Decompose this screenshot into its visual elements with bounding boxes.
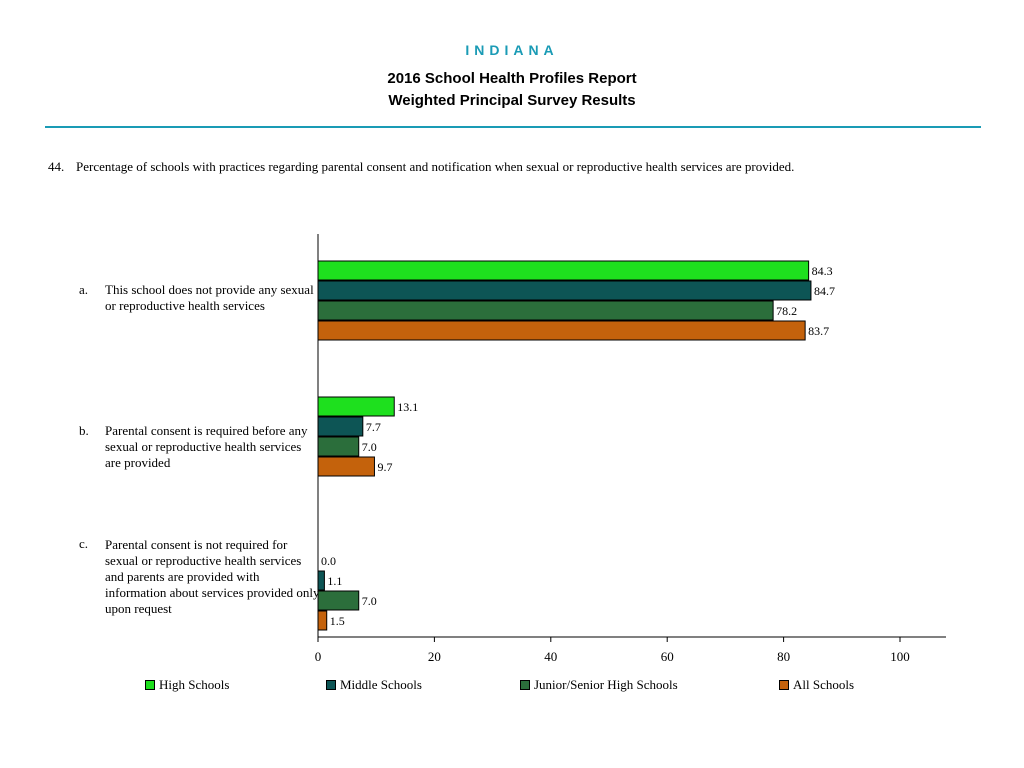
legend-label-junior-senior-high-schools: Junior/Senior High Schools (534, 677, 678, 692)
bar-value-label-0-1: 84.7 (814, 284, 835, 298)
header-divider (45, 126, 981, 128)
legend-item-high-schools: High Schools (145, 677, 229, 693)
category-letter-c: c. (79, 536, 89, 551)
question-body: Percentage of schools with practices reg… (76, 159, 795, 174)
legend-swatch-all-schools (779, 680, 789, 690)
bar-value-label-0-2: 78.2 (776, 304, 797, 318)
x-tick-label-1: 20 (428, 649, 441, 664)
legend-label-all-schools: All Schools (793, 677, 855, 692)
legend-item-all-schools: All Schools (779, 677, 854, 693)
bar-value-label-2-2: 7.0 (362, 594, 377, 608)
legend-item-middle-schools: Middle Schools (326, 677, 422, 693)
bar-0-2 (317, 300, 774, 321)
legend-item-junior-senior-high-schools: Junior/Senior High Schools (520, 677, 678, 693)
category-label-c: Parental consent is not required for sex… (105, 537, 320, 616)
legend-swatch-junior-senior-high-schools (520, 680, 530, 690)
bar-value-label-2-0: 0.0 (321, 554, 336, 568)
bar-value-label-1-2: 7.0 (362, 440, 377, 454)
bar-value-label-2-3: 1.5 (330, 614, 345, 628)
bar-1-0 (317, 396, 395, 417)
bar-1-1 (317, 416, 364, 437)
bar-2-3 (317, 610, 328, 631)
legend-swatch-middle-schools (326, 680, 336, 690)
x-tick-label-3: 60 (661, 649, 674, 664)
bar-value-label-0-3: 83.7 (808, 324, 829, 338)
bar-0-0 (317, 260, 810, 281)
bar-value-label-2-1: 1.1 (327, 574, 342, 588)
category-label-b: Parental consent is required before any … (105, 423, 308, 470)
state-title: INDIANA (465, 42, 559, 58)
question-text: 44. Percentage of schools with practices … (48, 159, 1008, 175)
question-number: 44. (48, 159, 65, 174)
x-tick-label-2: 40 (544, 649, 557, 664)
bar-value-label-1-0: 13.1 (397, 400, 418, 414)
bar-0-3 (317, 320, 806, 341)
legend-label-high-schools: High Schools (159, 677, 230, 692)
legend-label-middle-schools: Middle Schools (340, 677, 422, 692)
report-subtitle: Weighted Principal Survey Results (388, 92, 636, 109)
bar-value-label-0-0: 84.3 (812, 264, 833, 278)
legend-swatch-high-schools (145, 680, 155, 690)
x-tick-label-4: 80 (777, 649, 790, 664)
category-letter-a: a. (79, 282, 89, 297)
bar-1-2 (317, 436, 360, 457)
bar-value-label-1-3: 9.7 (377, 460, 392, 474)
x-tick-label-5: 100 (890, 649, 910, 664)
bar-value-label-1-1: 7.7 (366, 420, 381, 434)
bar-1-3 (317, 456, 375, 477)
report-title: 2016 School Health Profiles Report (387, 70, 637, 87)
bar-2-1 (317, 570, 325, 591)
bar-2-2 (317, 590, 360, 611)
category-letter-b: b. (79, 423, 89, 438)
bar-0-1 (317, 280, 812, 301)
category-label-a: This school does not provide any sexual … (105, 282, 314, 313)
x-tick-label-0: 0 (315, 649, 322, 664)
